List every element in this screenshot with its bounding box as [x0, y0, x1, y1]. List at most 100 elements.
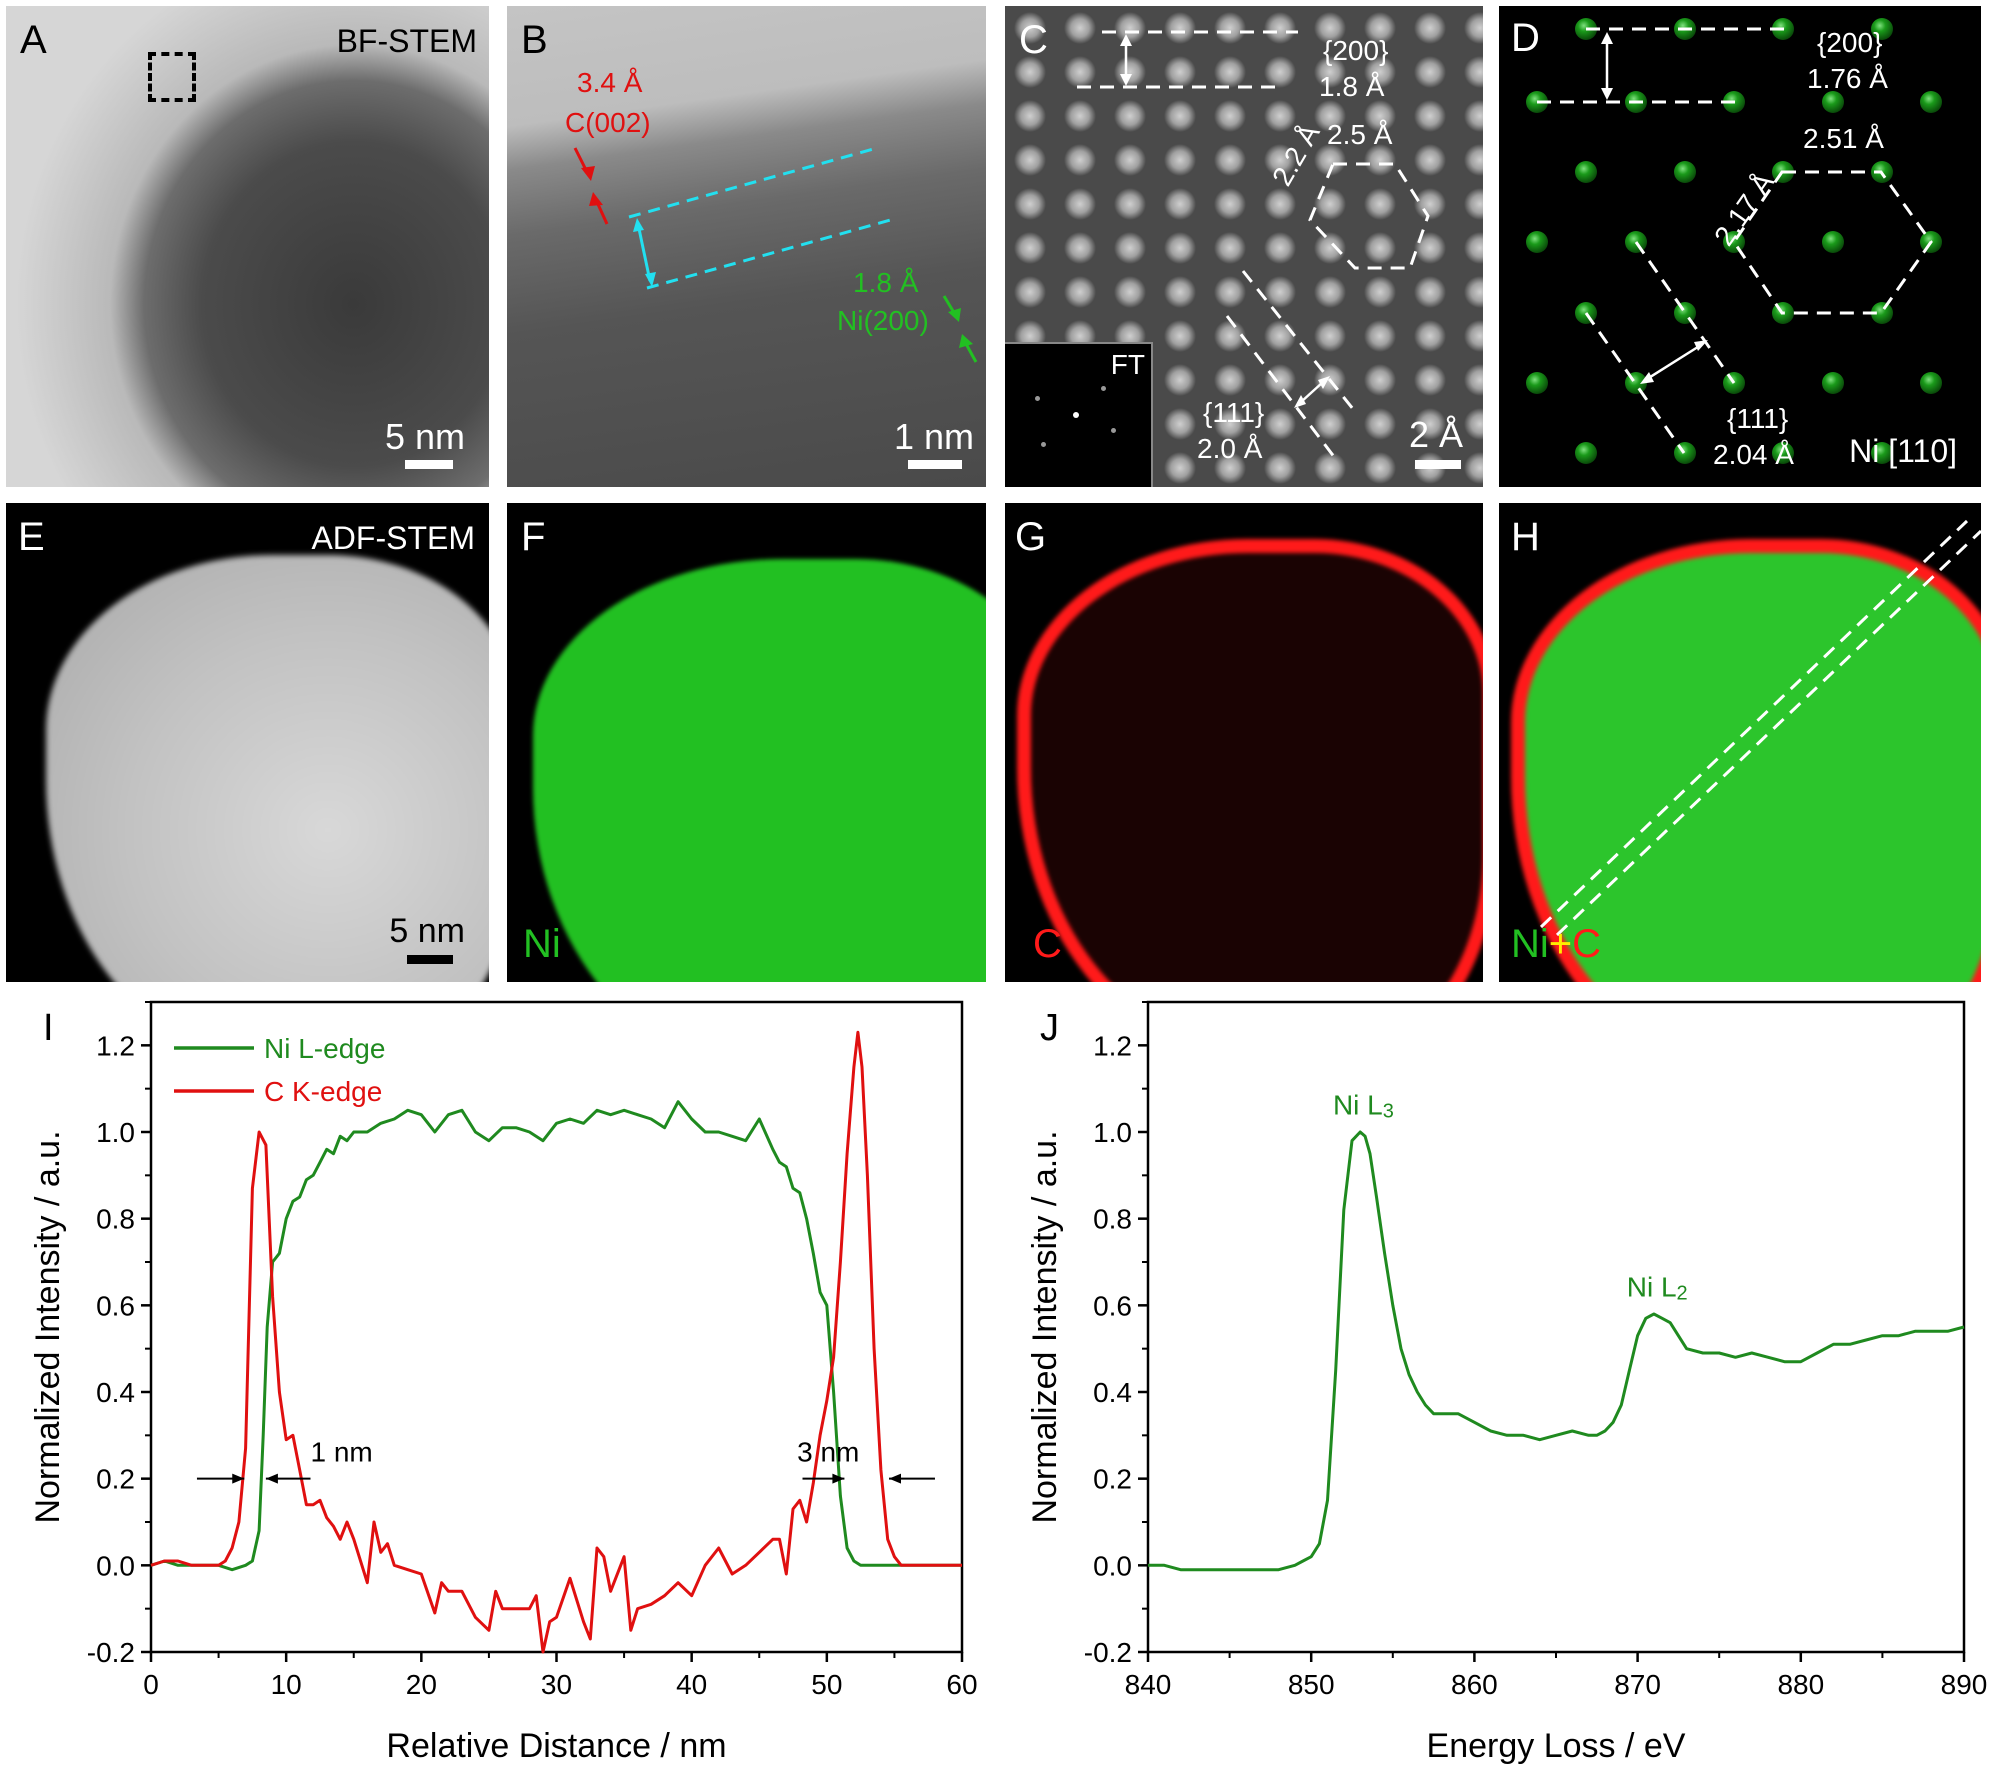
ni-atom — [1920, 372, 1942, 394]
y-axis-label: Normalized Intensity / a.u. — [29, 1130, 67, 1523]
chart-j-eels-spectrum: 840 850 860 870 880 890 -0.2 0.0 0.2 0.4 0.6 0.8 1.0… — [1026, 1000, 1988, 1765]
hexagon-top-distance-label: 2.51 Å — [1803, 123, 1884, 154]
plus-sign: + — [1548, 922, 1573, 966]
y-tick-label: 0.0 — [1093, 1550, 1132, 1581]
cyan-dashed-line-top — [628, 146, 878, 219]
carbon-arrowhead-bottom — [589, 192, 603, 206]
scale-bar-label: 1 nm — [893, 416, 974, 458]
fourier-transform-inset: FT — [1005, 342, 1153, 487]
ni-atom — [1526, 231, 1548, 253]
ft-center-spot — [1073, 412, 1079, 418]
x-tick-label: 840 — [1125, 1669, 1172, 1700]
y-tick-label: -0.2 — [87, 1637, 135, 1668]
hexagon-dashed — [1732, 170, 1933, 315]
panel-g-c-eels-map: G C — [1005, 503, 1483, 982]
element-label: Ni — [523, 922, 561, 966]
element-label: C — [1033, 922, 1062, 966]
d-111-label: 2.04 Å — [1713, 439, 1794, 470]
y-tick-label: 0.2 — [96, 1464, 135, 1495]
ni-label: Ni — [1511, 922, 1549, 966]
chart-i-line-profile: 0 10 20 30 40 50 60 -0.2 0.0 0.2 0.4 0.6 0.8 1.0 1.2 Re… — [29, 1000, 978, 1765]
ft-spot — [1101, 386, 1106, 391]
x-tick-label: 40 — [676, 1669, 707, 1700]
zoom-region-box — [148, 52, 196, 102]
ft-spot — [1041, 442, 1046, 447]
panel-h-overlay-map: H Ni+C — [1499, 503, 1981, 982]
arrowhead — [1694, 340, 1708, 351]
width-arrow-left-in-head — [232, 1473, 245, 1484]
panel-c-overlays — [1077, 30, 1430, 459]
y-tick-label: 0.4 — [1093, 1377, 1132, 1408]
series-line-ni-eels — [1148, 1130, 1965, 1572]
x-tick-label: 850 — [1288, 1669, 1335, 1700]
ft-spot — [1035, 396, 1040, 401]
panel-c-haadf-atomic-image: C {200} 1.8 Å 2.5 Å 2.2 Å {111} 2.0 Å FT… — [1005, 6, 1483, 487]
d-111-label: 2.0 Å — [1197, 433, 1263, 464]
c-label: C — [1572, 922, 1602, 966]
plane-111-double-arrow — [1646, 343, 1702, 381]
scale-bar — [407, 955, 453, 964]
y-tick-label: 1.0 — [1093, 1117, 1132, 1148]
cyan-arrowhead-bottom — [645, 272, 656, 287]
d-200-label: 1.76 Å — [1807, 63, 1888, 94]
ft-label: FT — [1110, 349, 1145, 380]
x-tick-label: 890 — [1941, 1669, 1988, 1700]
ni-atom — [1674, 302, 1696, 324]
ni-atom — [1871, 18, 1893, 40]
x-tick-label: 0 — [143, 1669, 159, 1700]
series-line-c-k-edge — [150, 1030, 962, 1654]
y-tick-label: 1.2 — [96, 1030, 135, 1061]
panel-label: I — [43, 1007, 54, 1049]
ni-atom-model — [1526, 18, 1942, 464]
plane-111-label: {111} — [1203, 397, 1265, 428]
plane-111-label: {111} — [1727, 403, 1789, 434]
panel-e-adf-stem-image: E ADF-STEM 5 nm — [6, 503, 489, 982]
ni-atom — [1920, 91, 1942, 113]
panel-label: D — [1511, 16, 1540, 60]
ni-arrowhead-bottom — [959, 334, 973, 348]
x-tick-label: 880 — [1777, 1669, 1824, 1700]
peak-label: Ni L3 — [1333, 1090, 1394, 1123]
legend-label: Ni L-edge — [264, 1033, 385, 1064]
annotation-label: 3 nm — [797, 1436, 859, 1467]
ni-atom — [1822, 372, 1844, 394]
scale-bar — [1415, 460, 1461, 469]
hexagon-dashed — [1308, 162, 1430, 270]
y-axis-label: Normalized Intensity / a.u. — [1026, 1130, 1064, 1523]
cyan-double-arrow — [636, 223, 652, 282]
carbon-plane-label: C(002) — [565, 107, 651, 138]
ni-atom — [1526, 372, 1548, 394]
x-axis-label: Energy Loss / eV — [1427, 1727, 1686, 1765]
ni-atom — [1822, 231, 1844, 253]
panel-f-ni-eels-map: F Ni — [507, 503, 986, 982]
arrowhead — [1601, 88, 1613, 100]
plane-200-label: {200} — [1323, 35, 1389, 66]
panel-a-bf-stem-image: A BF-STEM 5 nm — [6, 6, 489, 487]
width-arrow-right-out-head — [889, 1473, 902, 1484]
scale-bar-label: 2 Å — [1408, 414, 1463, 456]
y-tick-label: 0.8 — [96, 1204, 135, 1235]
arrowhead — [1601, 32, 1613, 44]
carbon-spacing-label: 3.4 Å — [577, 67, 643, 98]
panel-label: B — [521, 18, 548, 62]
line-scan-path — [1539, 519, 1981, 937]
panel-label: F — [521, 515, 546, 559]
plot-frame — [1146, 1000, 1966, 1654]
plane-200-label: {200} — [1817, 27, 1883, 58]
y-tick-label: 1.2 — [1093, 1030, 1132, 1061]
carbon-arrow-bottom — [595, 201, 609, 225]
panel-label: G — [1015, 515, 1047, 559]
ft-spot — [1111, 428, 1116, 433]
legend-label: C K-edge — [264, 1076, 382, 1107]
plane-111-dashed-2 — [1584, 312, 1686, 454]
x-tick-label: 30 — [541, 1669, 572, 1700]
series-line-ni-l-edge — [150, 1100, 962, 1572]
arrowhead — [1318, 376, 1330, 389]
x-tick-label: 870 — [1614, 1669, 1661, 1700]
zone-axis-label: Ni [110] — [1849, 433, 1957, 469]
annotation-label: 1 nm — [310, 1436, 372, 1467]
y-tick-label: -0.2 — [1084, 1637, 1132, 1668]
y-tick-label: 0.4 — [96, 1377, 135, 1408]
y-tick-label: 1.0 — [96, 1117, 135, 1148]
width-arrow-left-out-head — [265, 1473, 278, 1484]
